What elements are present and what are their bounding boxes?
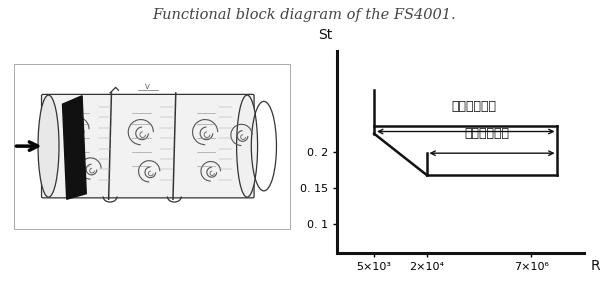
FancyBboxPatch shape [41,94,254,198]
Text: St: St [318,28,332,42]
Text: 线性测量范围: 线性测量范围 [465,127,510,140]
Text: Functional block diagram of the FS4001.: Functional block diagram of the FS4001. [152,8,456,22]
Text: 可能测量范围: 可能测量范围 [451,100,496,114]
Text: R: R [591,259,601,273]
Polygon shape [63,96,86,199]
Ellipse shape [237,95,258,197]
Text: V: V [145,84,150,90]
Ellipse shape [38,95,59,197]
